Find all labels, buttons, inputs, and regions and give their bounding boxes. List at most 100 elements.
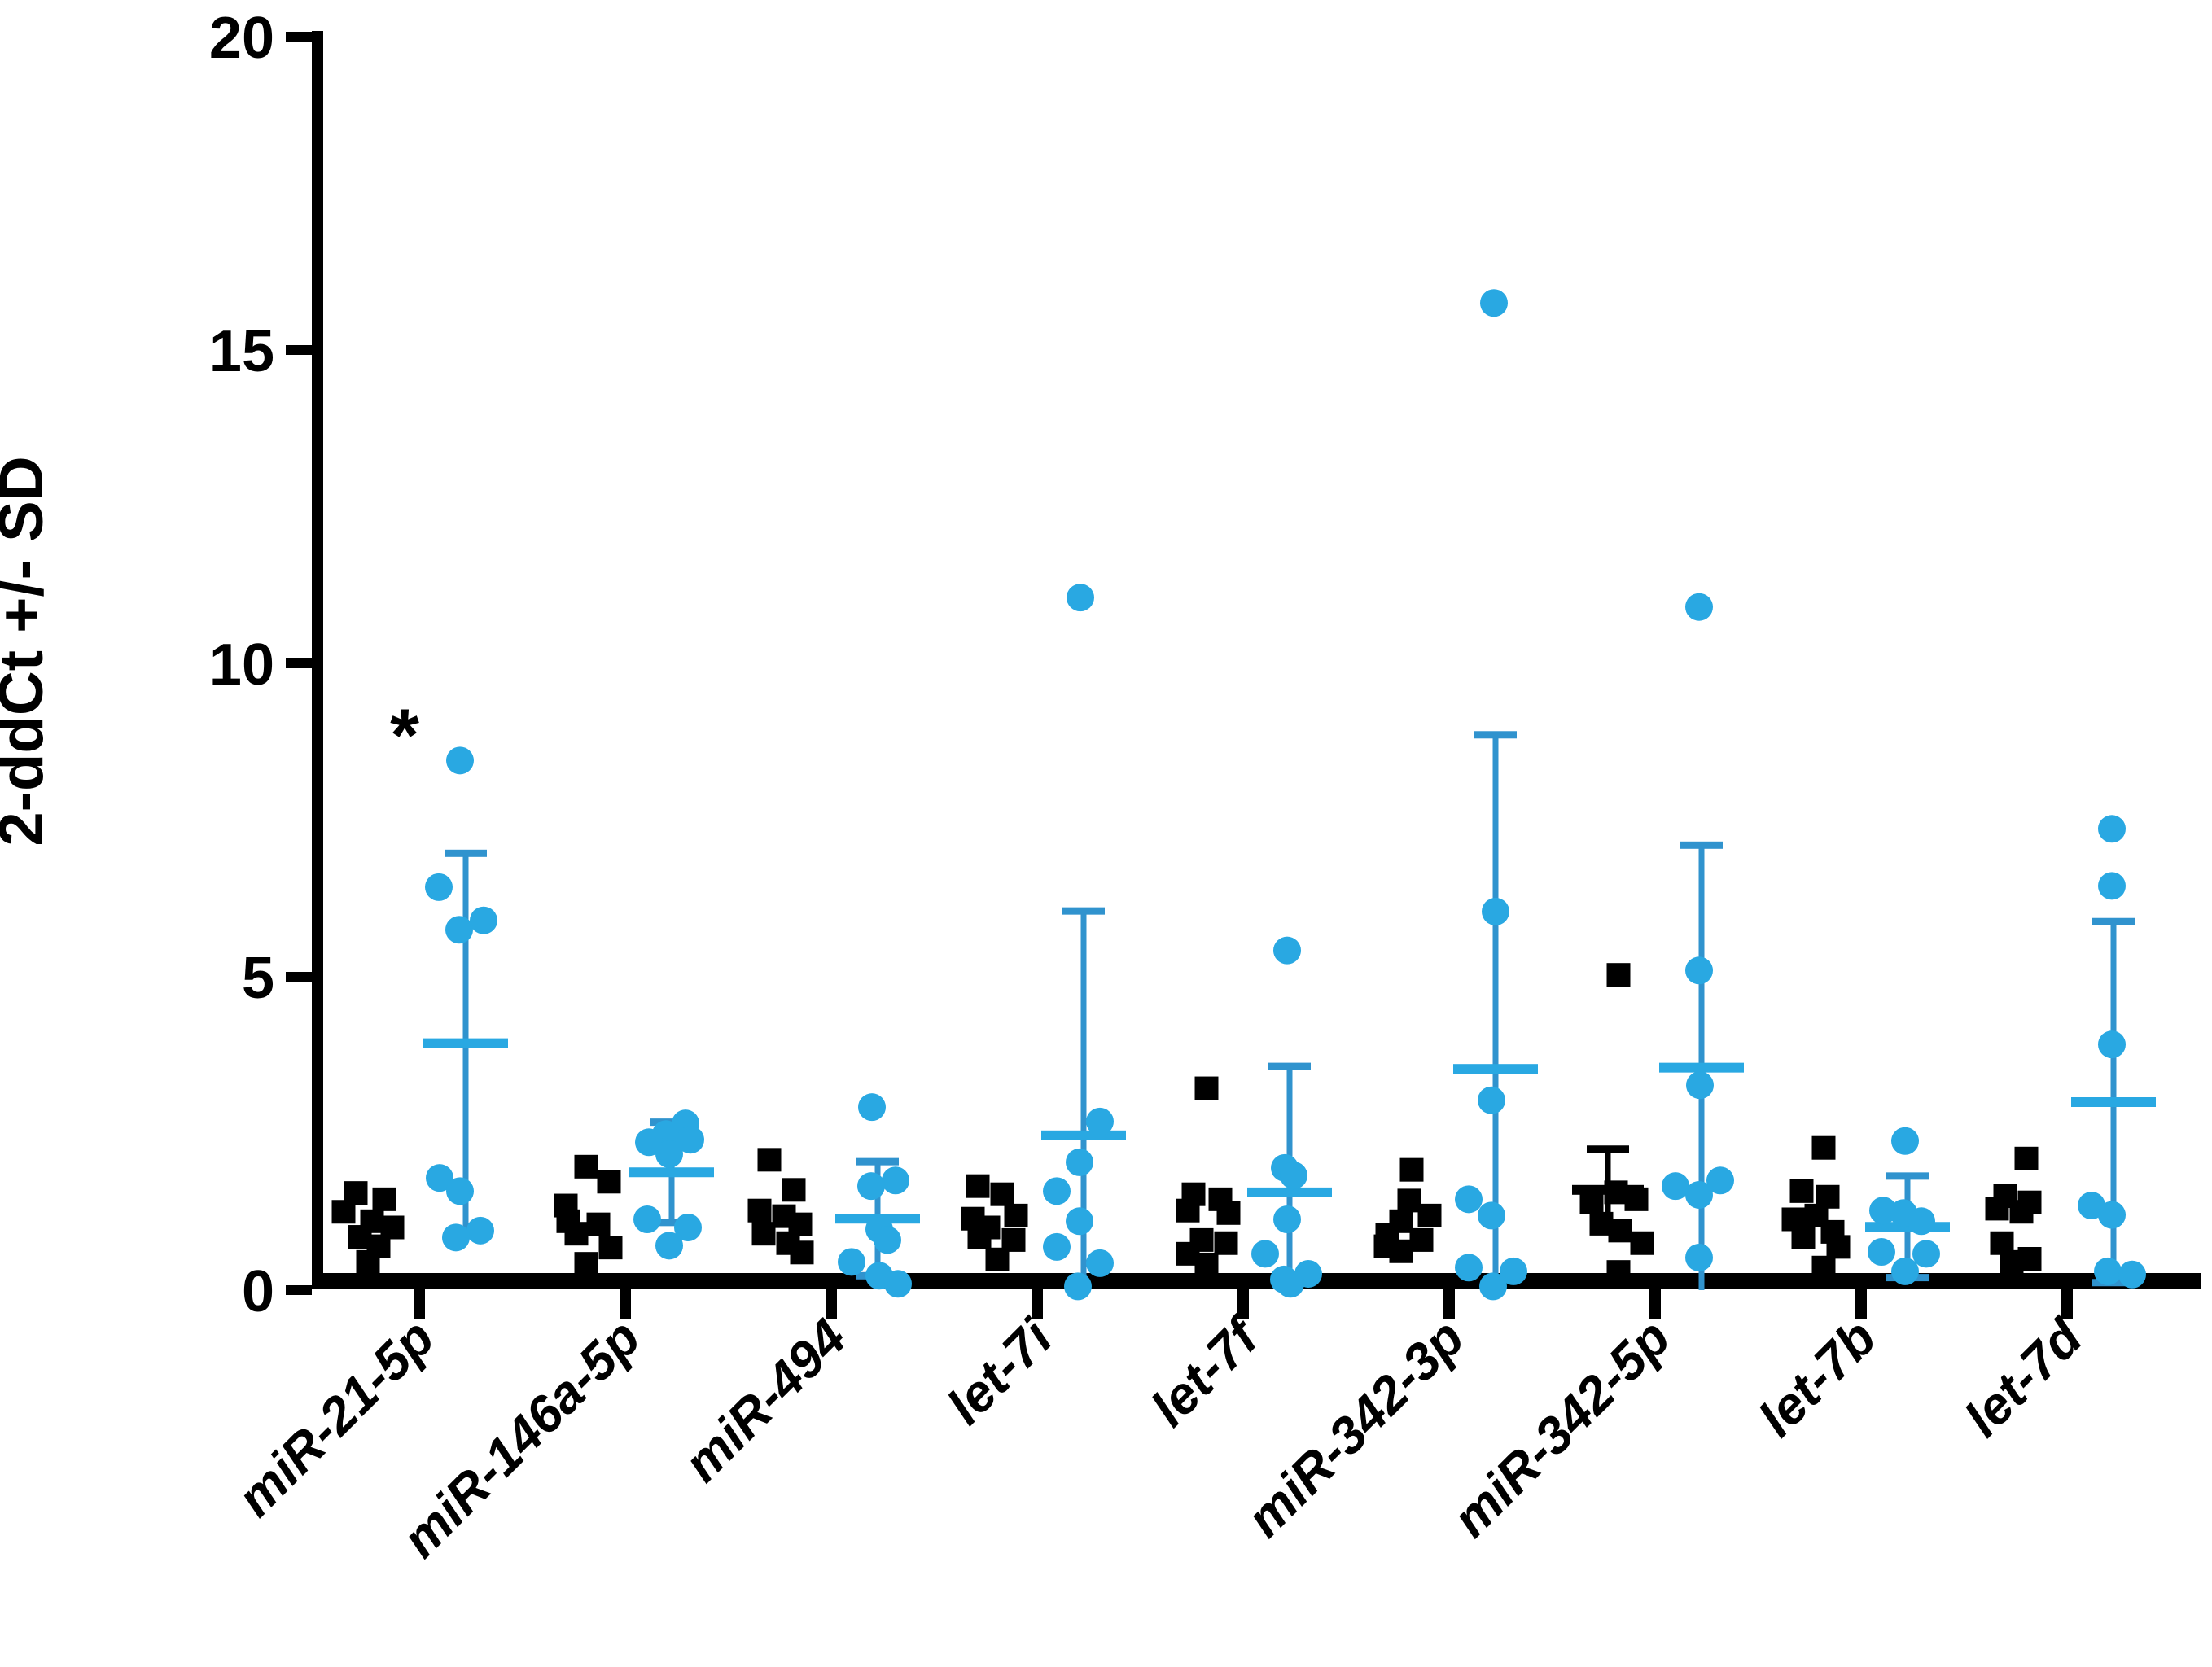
data-point-black-square	[1606, 1260, 1631, 1284]
data-point-black-square	[966, 1174, 990, 1198]
x-tick-mark	[1855, 1289, 1867, 1319]
blue-mean-line	[1453, 1064, 1538, 1074]
data-point-black-square	[1004, 1203, 1028, 1227]
data-point-blue-circle	[1662, 1172, 1689, 1201]
data-point-blue-circle	[2094, 1257, 2122, 1285]
y-tick-mark	[286, 1285, 312, 1295]
data-point-blue-circle	[633, 1205, 661, 1233]
data-point-black-square	[990, 1182, 1014, 1206]
x-tick-mark	[1237, 1289, 1249, 1319]
data-point-black-square	[1604, 1180, 1628, 1205]
blue-mean-line	[423, 1038, 508, 1048]
data-point-blue-circle	[1066, 1207, 1093, 1236]
x-tick-mark	[2061, 1289, 2073, 1319]
data-point-blue-circle	[2098, 1030, 2126, 1059]
data-point-blue-circle	[445, 916, 473, 944]
blue-error-cap-top	[1062, 907, 1105, 915]
x-tick-mark	[620, 1289, 631, 1319]
x-tick-mark	[826, 1289, 837, 1319]
blue-error-cap-top	[1886, 1172, 1929, 1180]
data-point-blue-circle	[1273, 1205, 1301, 1233]
data-point-black-square	[1399, 1157, 1424, 1182]
data-point-black-square	[747, 1198, 772, 1223]
data-point-black-square	[1176, 1198, 1200, 1223]
data-point-blue-circle	[1685, 593, 1713, 621]
x-tick-mark	[414, 1289, 425, 1319]
data-point-black-square	[1606, 963, 1631, 987]
data-point-blue-circle	[470, 906, 497, 934]
data-point-black-square	[1811, 1255, 1836, 1280]
data-point-black-square	[1417, 1203, 1442, 1227]
data-point-blue-circle	[884, 1270, 912, 1298]
data-point-blue-circle	[655, 1232, 683, 1260]
blue-error-cap-top	[1268, 1062, 1311, 1070]
data-point-black-square	[586, 1212, 611, 1236]
data-point-blue-circle	[1251, 1240, 1279, 1268]
data-point-blue-circle	[1891, 1127, 1919, 1155]
data-point-blue-circle	[1455, 1185, 1483, 1214]
data-point-blue-circle	[882, 1166, 909, 1195]
data-point-blue-circle	[466, 1216, 494, 1245]
x-category-label: let-7i	[935, 1307, 1063, 1435]
data-point-black-square	[1216, 1201, 1241, 1225]
y-tick-mark	[286, 345, 312, 355]
data-point-black-square	[356, 1249, 380, 1274]
data-point-blue-circle	[1280, 1162, 1307, 1190]
blue-mean-line	[1247, 1187, 1332, 1197]
data-point-blue-circle	[1685, 956, 1713, 985]
data-point-black-square	[1397, 1188, 1421, 1213]
blue-mean-line	[2071, 1097, 2156, 1107]
data-point-blue-circle	[1066, 1148, 1093, 1176]
x-category-label: let-7b	[1747, 1308, 1887, 1448]
data-point-black-square	[597, 1170, 621, 1194]
blue-mean-line	[1041, 1130, 1126, 1140]
data-point-blue-circle	[1043, 1177, 1071, 1205]
data-point-blue-circle	[677, 1126, 704, 1154]
data-point-blue-circle	[858, 1093, 886, 1122]
data-point-black-square	[967, 1225, 992, 1249]
data-point-blue-circle	[1479, 1272, 1507, 1301]
data-point-blue-circle	[1912, 1240, 1940, 1268]
data-point-black-square	[757, 1148, 782, 1172]
data-point-blue-circle	[674, 1214, 702, 1241]
data-point-black-square	[574, 1154, 598, 1179]
blue-error-cap-top	[1474, 731, 1517, 739]
x-category-label: miR-494	[672, 1308, 857, 1493]
data-point-blue-circle	[838, 1248, 865, 1276]
data-point-blue-circle	[1086, 1249, 1114, 1277]
blue-error-cap-bottom	[650, 1219, 693, 1227]
data-point-blue-circle	[1480, 289, 1508, 317]
data-point-blue-circle	[446, 1177, 474, 1205]
data-point-black-square	[598, 1236, 623, 1260]
blue-error-cap-top	[2092, 917, 2135, 925]
y-tick-mark	[286, 658, 312, 668]
x-category-label: miR-21-5p	[226, 1308, 445, 1528]
blue-error-cap-top	[1680, 841, 1723, 849]
data-point-black-square	[2009, 1200, 2034, 1224]
y-tick-label: 10	[209, 632, 274, 698]
y-tick-label: 0	[242, 1259, 274, 1324]
data-point-blue-circle	[1685, 1243, 1713, 1271]
data-point-blue-circle	[442, 1223, 470, 1252]
data-point-blue-circle	[1908, 1207, 1935, 1236]
y-axis-line	[312, 31, 323, 1289]
data-point-blue-circle	[1043, 1232, 1071, 1261]
data-point-black-square	[1579, 1190, 1604, 1214]
data-point-blue-circle	[2098, 815, 2126, 843]
data-point-black-square	[1985, 1197, 2009, 1221]
data-point-blue-circle	[425, 873, 453, 901]
data-point-black-square	[564, 1222, 589, 1246]
x-axis-line	[312, 1273, 2201, 1289]
data-point-blue-circle	[1064, 1272, 1092, 1301]
x-category-label: let-7f	[1140, 1305, 1272, 1437]
data-point-blue-circle	[655, 1140, 683, 1168]
data-point-black-square	[1409, 1227, 1434, 1252]
blue-mean-line	[629, 1167, 714, 1178]
data-point-blue-circle	[1455, 1254, 1483, 1282]
y-tick-label: 20	[209, 6, 274, 71]
data-point-blue-circle	[1277, 1270, 1304, 1298]
data-point-blue-circle	[1067, 584, 1094, 612]
x-tick-mark	[1032, 1289, 1043, 1319]
y-tick-label: 5	[242, 946, 274, 1011]
